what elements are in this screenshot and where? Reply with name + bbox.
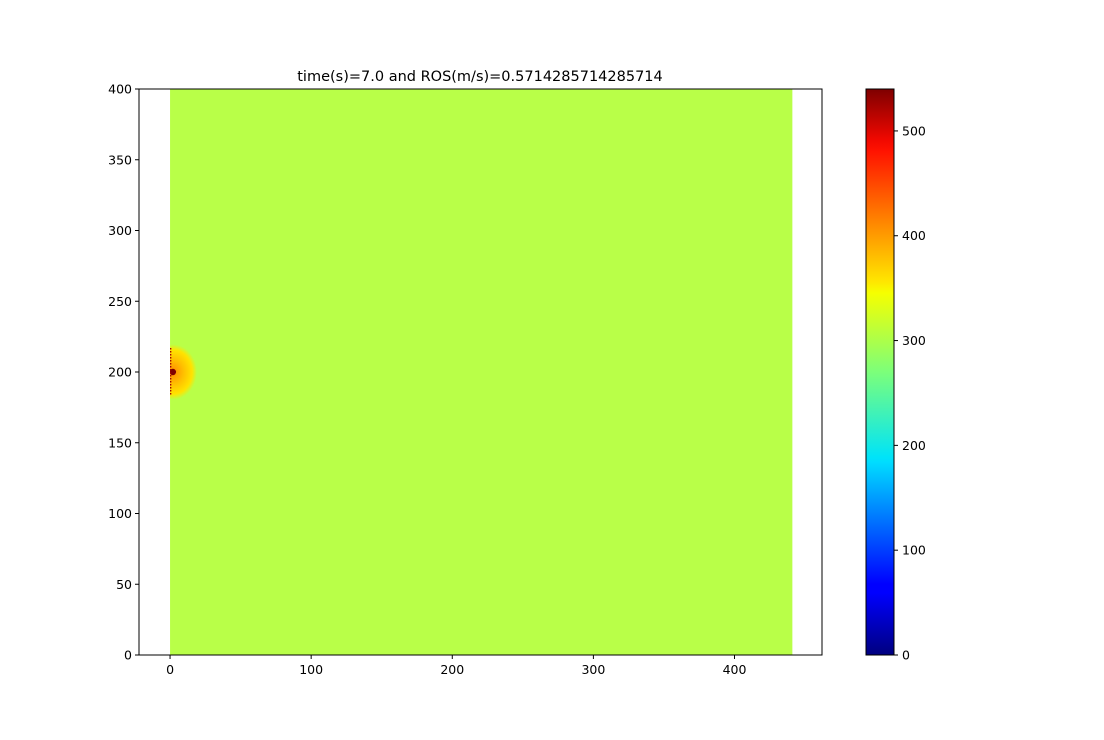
x-tick-label: 100 xyxy=(299,662,323,677)
colorbar-tick-label: 500 xyxy=(902,123,926,138)
y-tick-label: 350 xyxy=(108,152,132,167)
y-tick-label: 200 xyxy=(108,365,132,380)
x-tick-label: 400 xyxy=(723,662,747,677)
x-tick-label: 300 xyxy=(581,662,605,677)
y-tick-label: 0 xyxy=(124,648,132,663)
colorbar-gradient xyxy=(865,88,895,656)
hotspot-group xyxy=(170,344,197,400)
y-tick-label: 300 xyxy=(108,223,132,238)
chart-title: time(s)=7.0 and ROS(m/s)=0.5714285714285… xyxy=(297,69,663,85)
x-tick-label: 200 xyxy=(440,662,464,677)
colorbar-tick-label: 300 xyxy=(902,333,926,348)
colorbar-tick-label: 0 xyxy=(902,648,910,663)
colorbar-tick-label: 200 xyxy=(902,438,926,453)
colorbar-tick-label: 100 xyxy=(902,543,926,558)
y-tick-label: 400 xyxy=(108,82,132,97)
colorbar: 0 100 200 300 400 500 xyxy=(865,88,926,663)
y-axis: 0 50 100 150 200 250 300 350 400 xyxy=(108,82,139,663)
hotspot-core xyxy=(170,368,177,376)
colorbar-tick-label: 400 xyxy=(902,228,926,243)
x-axis: 0 100 200 300 400 xyxy=(166,655,746,677)
field-background xyxy=(170,89,793,655)
y-tick-label: 100 xyxy=(108,506,132,521)
y-tick-label: 250 xyxy=(108,294,132,309)
hotspot-halo xyxy=(170,344,197,400)
x-tick-label: 0 xyxy=(166,662,174,677)
plot-area xyxy=(138,88,823,656)
y-tick-label: 150 xyxy=(108,435,132,450)
y-tick-label: 50 xyxy=(116,577,132,592)
